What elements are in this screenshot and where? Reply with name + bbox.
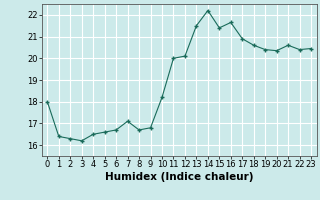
- X-axis label: Humidex (Indice chaleur): Humidex (Indice chaleur): [105, 172, 253, 182]
